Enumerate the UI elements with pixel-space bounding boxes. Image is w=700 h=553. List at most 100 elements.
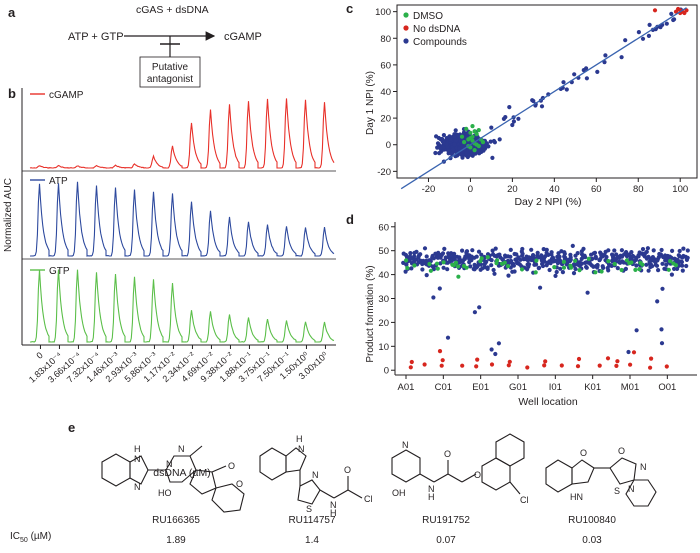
compound-point xyxy=(590,256,595,261)
compound-point xyxy=(518,257,523,262)
structure-ru191752-atoms: N OH N H O O Cl xyxy=(392,440,529,505)
svg-text:O: O xyxy=(474,470,481,480)
no-dsdna-point xyxy=(664,364,669,369)
dmso-point xyxy=(505,264,511,269)
svg-text:H: H xyxy=(330,508,337,518)
compound-point xyxy=(434,134,439,139)
compound-point xyxy=(449,151,454,157)
panel-e-label: e xyxy=(68,420,75,435)
no-dsdna-point xyxy=(475,357,480,362)
compound-point xyxy=(562,251,567,256)
compound-point xyxy=(489,258,494,263)
dmso-point xyxy=(666,267,671,272)
svg-text:OH: OH xyxy=(392,488,406,498)
compound-point xyxy=(460,248,465,253)
c-xtick-label: 20 xyxy=(507,184,518,195)
panel-b-label: b xyxy=(8,86,16,101)
panel-e: e H N N N N HO O O xyxy=(10,420,657,546)
compound-point xyxy=(445,267,450,272)
compound-point xyxy=(606,268,611,273)
svg-text:HN: HN xyxy=(570,492,583,502)
dmso-point xyxy=(404,258,409,263)
svg-text:N: N xyxy=(166,459,173,469)
d-ytick-label: 40 xyxy=(378,270,389,281)
compound-point xyxy=(481,145,486,150)
compound-point xyxy=(644,262,649,267)
legend-cgamp: cGAMP xyxy=(30,90,84,101)
compound-point xyxy=(431,295,436,300)
dmso-point xyxy=(472,129,477,134)
compound-point xyxy=(579,261,585,266)
dmso-point xyxy=(459,134,465,139)
dmso-point xyxy=(480,140,486,145)
compound-point xyxy=(571,271,577,276)
compound-point xyxy=(629,250,634,255)
compound-point xyxy=(650,264,655,269)
dmso-point xyxy=(435,266,440,271)
no-dsdna-point xyxy=(615,359,620,364)
c-ytick-label: -20 xyxy=(377,167,391,178)
compound-name-1: RU166365 xyxy=(152,515,200,526)
compound-point xyxy=(493,351,498,357)
no-dsdna-point xyxy=(575,364,581,369)
dmso-point xyxy=(612,261,617,267)
compound-ic50-1: 1.89 xyxy=(166,535,186,546)
compound-point xyxy=(670,248,675,253)
svg-text:N: N xyxy=(640,462,647,472)
svg-text:N: N xyxy=(134,454,141,464)
compound-point xyxy=(418,252,423,257)
c-legend: DMSO No dsDNA Compounds xyxy=(403,11,467,48)
svg-text:HO: HO xyxy=(158,488,172,498)
c-ticks: -20 0 20 40 60 80 100 -20 0 20 40 60 80 100 xyxy=(375,7,688,195)
no-dsdna-point xyxy=(422,362,427,367)
no-dsdna-point xyxy=(605,356,611,361)
svg-text:N: N xyxy=(628,484,635,494)
compound-point xyxy=(474,254,479,259)
d-ytick-label: 60 xyxy=(378,222,389,233)
dmso-point xyxy=(441,260,446,265)
compound-point xyxy=(669,255,674,260)
compound-point xyxy=(560,270,566,275)
dmso-point xyxy=(472,148,477,153)
compound-point xyxy=(440,251,446,256)
d-xtick-label: I01 xyxy=(549,382,562,393)
compound-point xyxy=(575,251,580,256)
compound-point xyxy=(437,151,442,156)
d-ytick-label: 20 xyxy=(378,318,389,329)
product-label: cGAMP xyxy=(224,31,262,43)
compound-point xyxy=(477,305,482,310)
compound-point xyxy=(506,273,511,278)
compound-point xyxy=(619,248,625,253)
compound-point xyxy=(461,130,467,135)
no-dsdna-point xyxy=(542,363,547,368)
d-ytick-label: 10 xyxy=(378,342,389,353)
c-ytick-label: 100 xyxy=(375,7,391,18)
d-xtick-label: K01 xyxy=(584,382,601,393)
compound-point xyxy=(450,147,456,152)
c-ytick-label: 20 xyxy=(380,114,391,125)
no-dsdna-point xyxy=(631,350,637,355)
compound-point xyxy=(558,266,563,271)
panel-c: c Day 1 NPI (%) -20 0 20 40 60 80 100 -20 0 20 40 6… xyxy=(346,1,698,208)
compound-point xyxy=(478,262,483,267)
structure-ru166365-atoms: H N N N N HO O O xyxy=(134,444,243,498)
enzyme-label: cGAS + dsDNA xyxy=(136,4,209,16)
legend-nodsdna: No dsDNA xyxy=(413,24,461,35)
c-xtick-label: 40 xyxy=(549,184,560,195)
d-xtick-label: E01 xyxy=(472,382,489,393)
compound-point xyxy=(681,246,686,251)
structure-ru100840 xyxy=(545,457,657,507)
compound-name-4: RU100840 xyxy=(568,515,616,526)
compound-point xyxy=(404,262,409,267)
dmso-point xyxy=(495,258,500,263)
compound-point xyxy=(636,254,641,259)
compound-point xyxy=(584,66,589,71)
compound-point xyxy=(655,258,660,263)
c-xtick-label: 0 xyxy=(468,184,473,195)
d-xtick-label: G01 xyxy=(509,382,527,393)
compound-point xyxy=(585,290,590,295)
compound-point xyxy=(412,254,417,259)
structure-ru100840-atoms: O HN O N S N xyxy=(570,446,647,502)
compound-point xyxy=(584,264,589,270)
compound-point xyxy=(460,155,465,160)
